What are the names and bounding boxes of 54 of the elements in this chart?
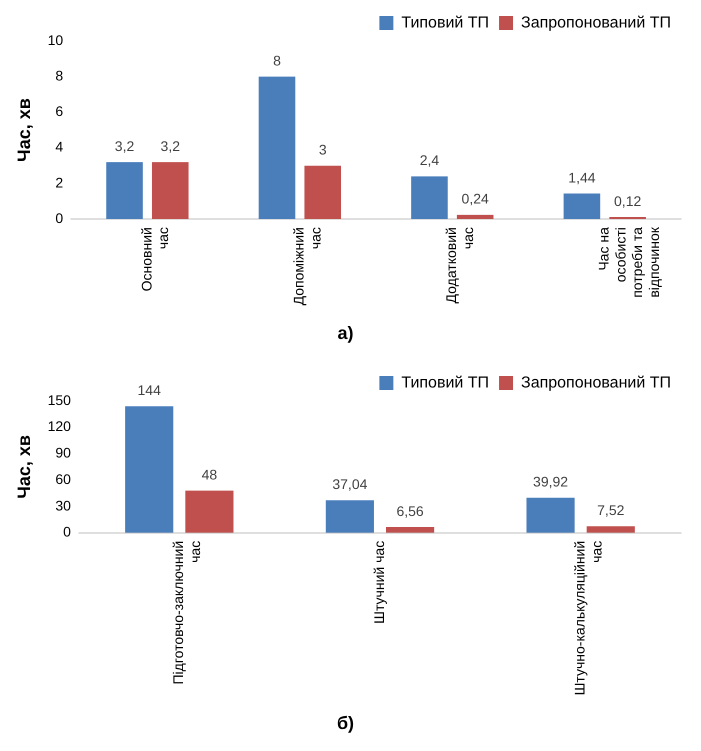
- legend-label: Типовий ТП: [401, 374, 490, 392]
- y-tick-label: 8: [55, 67, 64, 84]
- legend-label: Запропонований ТП: [521, 374, 671, 392]
- data-label: 7,52: [597, 502, 625, 518]
- y-tick-label: 30: [55, 497, 72, 514]
- y-axis-title: Час, хв: [14, 435, 34, 499]
- bar: [586, 526, 635, 533]
- bar: [304, 166, 342, 220]
- data-label: 0,12: [614, 192, 642, 209]
- data-label: 37,04: [332, 476, 368, 492]
- legend-label: Типовий ТП: [401, 14, 490, 32]
- x-tick-label: Час на особисті потреби та відпочинок: [596, 226, 662, 298]
- data-label: 6,56: [396, 502, 424, 519]
- bar: [456, 214, 494, 220]
- y-tick-label: 60: [55, 470, 72, 487]
- y-tick-label: 2: [55, 174, 64, 190]
- y-axis-title: Час, хв: [14, 98, 34, 162]
- bar: [386, 527, 434, 533]
- y-tick-label: 120: [48, 418, 72, 434]
- bar: [258, 76, 296, 220]
- y-tick-label: 10: [48, 32, 64, 48]
- data-label: 0,24: [462, 190, 490, 207]
- x-tick-label: Штучний час: [370, 540, 387, 624]
- text: а): [337, 323, 354, 344]
- bar: [326, 500, 374, 533]
- legend-label: Запропонований ТП: [521, 14, 671, 32]
- y-tick-label: 150: [48, 392, 72, 408]
- data-label: 1,44: [568, 169, 596, 186]
- y-tick-label: 0: [63, 524, 72, 540]
- bar: [411, 176, 448, 220]
- x-tick-label: Додатковий час: [443, 227, 476, 304]
- bar: [526, 498, 575, 533]
- bar: [125, 406, 174, 533]
- data-label: 3,2: [114, 138, 134, 154]
- data-label: 2,4: [420, 152, 440, 168]
- data-label: 8: [273, 52, 282, 68]
- bar: [106, 162, 143, 220]
- x-tick-label: Підготовчо-заключний час: [170, 540, 203, 685]
- y-tick-label: 90: [55, 444, 72, 461]
- y-tick-label: 0: [55, 210, 64, 226]
- x-tick-label: Допоміжний час: [290, 227, 324, 306]
- data-label: 144: [138, 382, 162, 398]
- x-tick-label: Штучно-калькуляційний час: [572, 540, 604, 696]
- bar: [152, 162, 189, 220]
- text: б): [336, 713, 354, 734]
- data-label: 3: [318, 142, 327, 158]
- x-tick-label: Основний час: [138, 227, 172, 292]
- bar: [564, 193, 600, 220]
- bar: [185, 490, 234, 533]
- y-tick-label: 6: [55, 103, 64, 120]
- data-label: 3,2: [160, 138, 180, 154]
- data-label: 39,92: [533, 474, 568, 490]
- data-label: 48: [202, 466, 218, 482]
- y-tick-label: 4: [55, 138, 64, 155]
